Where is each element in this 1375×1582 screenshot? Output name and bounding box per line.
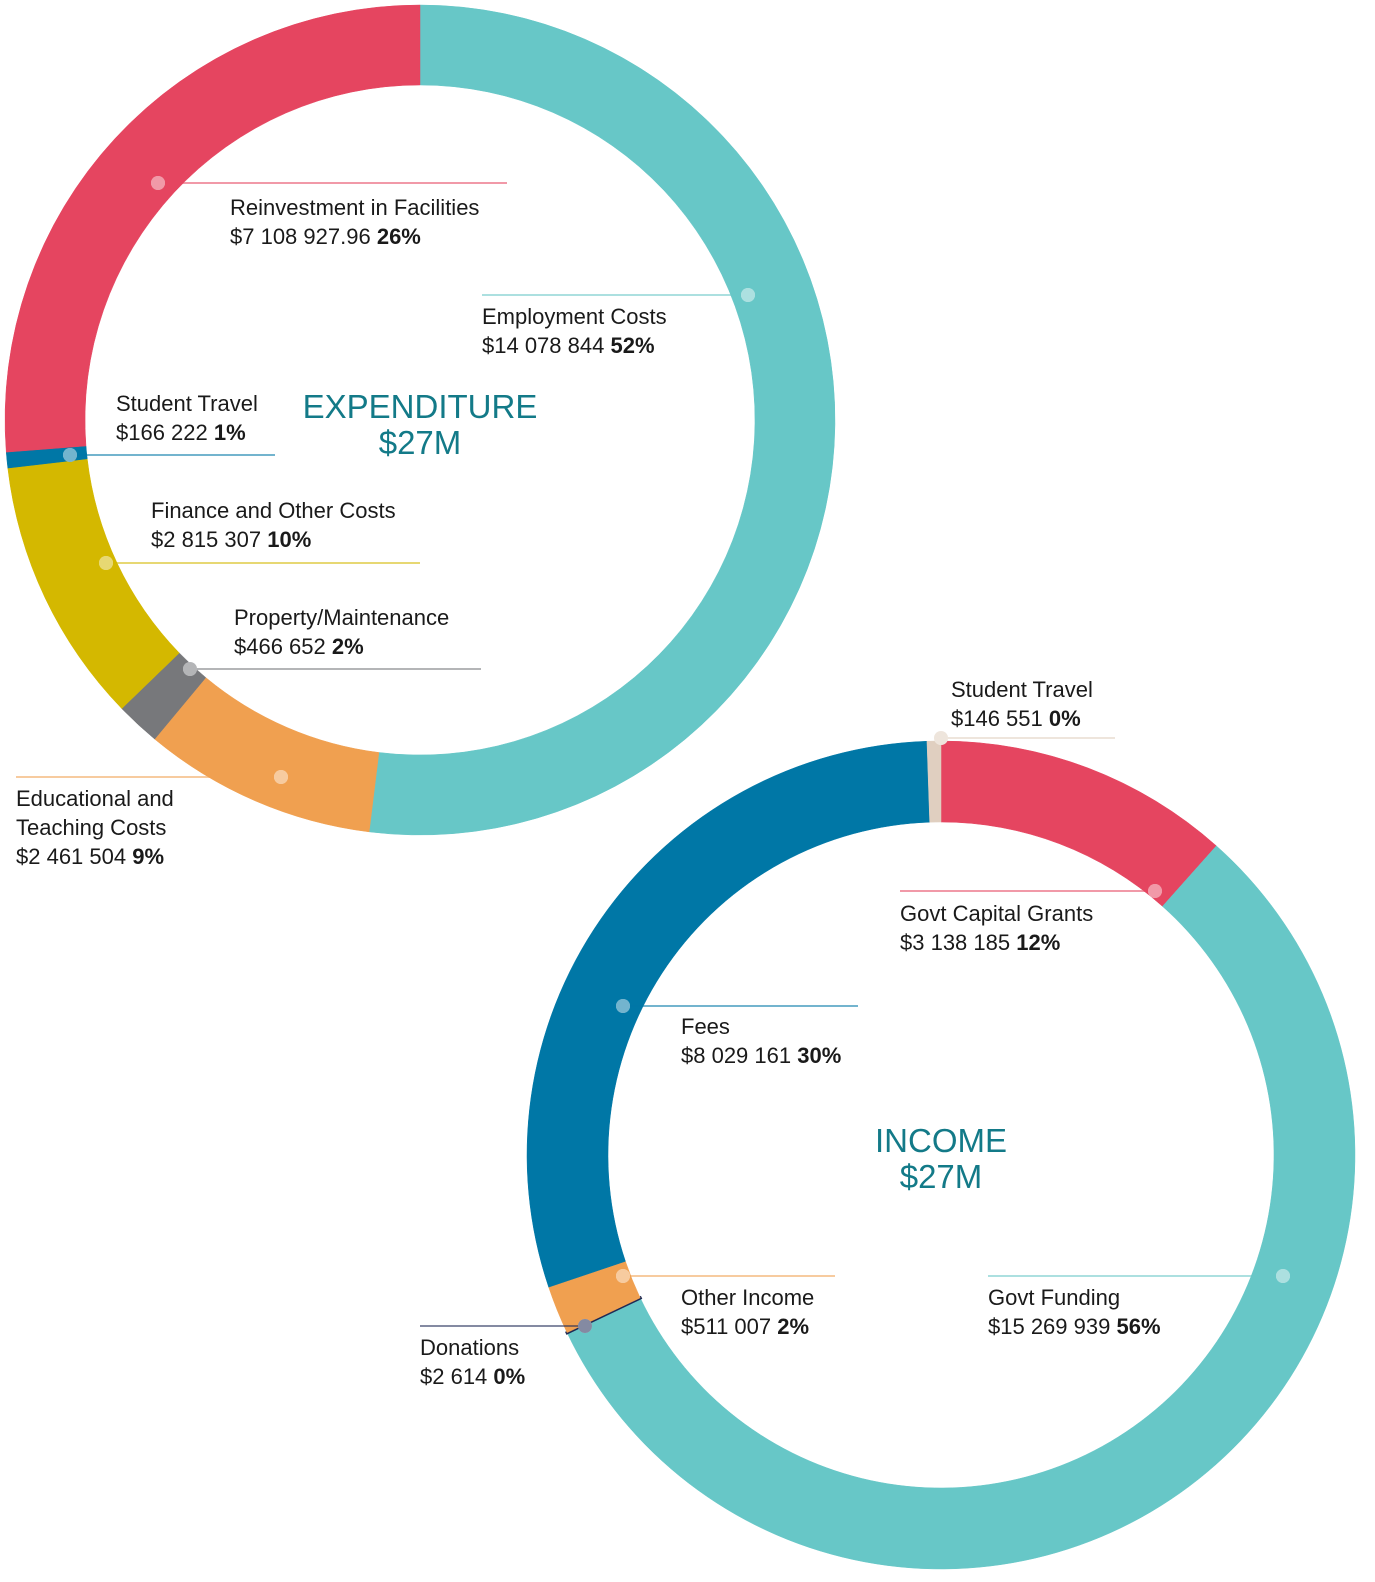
leader-dot (616, 999, 630, 1013)
category-name: Govt Capital Grants (900, 901, 1094, 926)
leader-dot (616, 1269, 630, 1283)
subtitle: $27M (378, 424, 462, 461)
segment-label: Property/Maintenance $466 652 2% (234, 603, 449, 661)
subtitle: $27M (899, 1158, 983, 1195)
percent-label: 1% (213, 420, 246, 445)
leader-dot (151, 176, 165, 190)
value-label: $166 222 (116, 420, 208, 445)
value-label: $14 078 844 (482, 333, 605, 358)
value-label: $2 815 307 (151, 527, 262, 552)
donut-segment (566, 845, 1356, 1570)
value-label: $7 108 927.96 (230, 224, 371, 249)
segment-label: Other Income $511 007 2% (681, 1283, 814, 1341)
leader-dot (63, 448, 77, 462)
segment-label: Donations $2 614 0% (420, 1333, 525, 1391)
category-name: Reinvestment in Facilities (230, 195, 480, 220)
percent-label: 10% (267, 527, 312, 552)
value-label: $146 551 (951, 706, 1043, 731)
leader-dot (274, 770, 288, 784)
segment-label: Fees $8 029 161 30% (681, 1012, 841, 1070)
amount-row: $466 652 2% (234, 632, 449, 661)
percent-label: 12% (1016, 930, 1061, 955)
percent-label: 30% (797, 1043, 842, 1068)
value-label: $466 652 (234, 634, 326, 659)
amount-row: $166 222 1% (116, 418, 258, 447)
category-name: Educational and Teaching Costs (16, 786, 174, 840)
segment-label: Educational and Teaching Costs $2 461 504… (16, 784, 216, 871)
percent-label: 26% (376, 224, 421, 249)
leader-dot (934, 731, 948, 745)
center-title: EXPENDITURE $27M (270, 389, 570, 461)
donut-segment (526, 740, 930, 1288)
amount-row: $7 108 927.96 26% (230, 222, 479, 251)
category-name: Donations (420, 1335, 520, 1360)
amount-row: $15 269 939 56% (988, 1312, 1161, 1341)
amount-row: $511 007 2% (681, 1312, 814, 1341)
amount-row: $146 551 0% (951, 704, 1093, 733)
segment-label: Reinvestment in Facilities $7 108 927.96 … (230, 193, 479, 251)
percent-label: 0% (1048, 706, 1081, 731)
segment-label: Govt Funding $15 269 939 56% (988, 1283, 1161, 1341)
donut-segment (4, 4, 421, 453)
category-name: Student Travel (116, 391, 258, 416)
amount-row: $2 461 504 9% (16, 842, 216, 871)
amount-row: $8 029 161 30% (681, 1041, 841, 1070)
title: INCOME (875, 1122, 1007, 1159)
amount-row: $14 078 844 52% (482, 331, 667, 360)
percent-label: 9% (132, 844, 165, 869)
segment-label: Student Travel $166 222 1% (116, 389, 258, 447)
category-name: Finance and Other Costs (151, 498, 396, 523)
donut-segment (368, 4, 836, 836)
value-label: $511 007 (681, 1314, 772, 1339)
donut-segment (926, 740, 942, 823)
value-label: $8 029 161 (681, 1043, 792, 1068)
amount-row: $2 815 307 10% (151, 525, 396, 554)
percent-label: 2% (777, 1314, 810, 1339)
segment-label: Finance and Other Costs $2 815 307 10% (151, 496, 396, 554)
amount-row: $3 138 185 12% (900, 928, 1093, 957)
value-label: $2 614 (420, 1364, 488, 1389)
percent-label: 0% (493, 1364, 526, 1389)
amount-row: $2 614 0% (420, 1362, 525, 1391)
category-name: Student Travel (951, 677, 1093, 702)
category-name: Other Income (681, 1285, 815, 1310)
percent-label: 56% (1116, 1314, 1161, 1339)
category-name: Property/Maintenance (234, 605, 450, 630)
percent-label: 2% (331, 634, 364, 659)
leader-dot (578, 1319, 592, 1333)
leader-dot (1276, 1269, 1290, 1283)
leader-dot (183, 662, 197, 676)
percent-label: 52% (610, 333, 655, 358)
title: EXPENDITURE (302, 388, 538, 425)
category-name: Govt Funding (988, 1285, 1121, 1310)
segment-label: Govt Capital Grants $3 138 185 12% (900, 899, 1093, 957)
value-label: $3 138 185 (900, 930, 1011, 955)
donut-segment (940, 740, 1217, 907)
value-label: $2 461 504 (16, 844, 127, 869)
leader-dot (1148, 884, 1162, 898)
segment-label: Student Travel $146 551 0% (951, 675, 1093, 733)
category-name: Fees (681, 1014, 730, 1039)
leader-dot (741, 288, 755, 302)
value-label: $15 269 939 (988, 1314, 1111, 1339)
center-title: INCOME $27M (791, 1123, 1091, 1195)
segment-label: Employment Costs $14 078 844 52% (482, 302, 667, 360)
category-name: Employment Costs (482, 304, 667, 329)
leader-dot (99, 556, 113, 570)
